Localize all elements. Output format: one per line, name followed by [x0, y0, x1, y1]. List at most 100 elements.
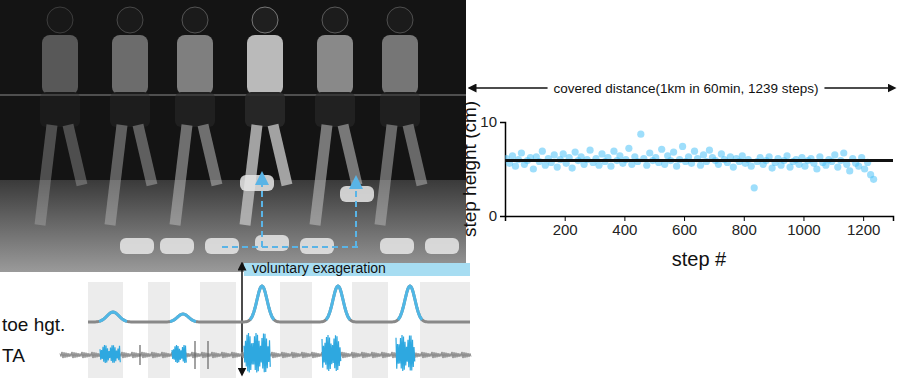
y-tick: 10	[480, 113, 505, 130]
step-point	[840, 149, 847, 156]
photo-leg	[175, 125, 187, 225]
x-tick: 800	[732, 216, 757, 238]
photo-height-arrow	[355, 182, 357, 247]
x-tick-label: 800	[732, 221, 757, 238]
x-tick: 1200	[847, 216, 880, 238]
mean-line	[505, 159, 893, 162]
x-tick-label: 200	[553, 221, 578, 238]
photo-background	[0, 0, 466, 272]
phase-band	[88, 282, 123, 378]
step-point	[610, 148, 617, 155]
photo-floor	[0, 180, 466, 272]
x-tick-label: 600	[672, 221, 697, 238]
photo-walker	[175, 7, 217, 225]
photo-head	[322, 7, 348, 33]
photo-head	[47, 7, 73, 33]
step-point	[706, 147, 713, 154]
step-point	[679, 143, 686, 150]
photo-shoe	[425, 238, 459, 254]
photo-torso	[382, 35, 418, 95]
photo-leg	[203, 125, 217, 185]
ta-burst	[172, 345, 186, 363]
chart-title: covered distance(1km in 60min, 1239 step…	[554, 81, 819, 96]
photo-shorts	[315, 92, 355, 127]
step-point	[539, 148, 546, 155]
photo-head	[252, 7, 278, 33]
phase-band	[420, 282, 470, 378]
ta-burst	[322, 335, 341, 371]
ta-burst	[100, 345, 120, 363]
toe-peak	[326, 286, 350, 320]
step-point	[509, 152, 516, 159]
photo-head	[387, 7, 413, 33]
photo-torso	[42, 35, 78, 95]
phase-band	[148, 282, 170, 378]
x-tick-label: 1200	[847, 221, 880, 238]
step-point	[783, 152, 790, 159]
photo-torso	[177, 35, 213, 95]
scatter-chart: 20040060080010001200010step #step height…	[459, 81, 894, 270]
photo-torso	[317, 35, 353, 95]
trace-label: toe hgt.	[2, 314, 65, 335]
photo-leg	[110, 125, 122, 225]
step-point	[697, 162, 704, 169]
plot-area	[505, 131, 893, 192]
step-point	[554, 164, 561, 171]
x-tick: 200	[553, 216, 578, 238]
step-point	[643, 162, 650, 169]
span-arrow	[472, 87, 548, 89]
photo-leg	[273, 125, 287, 185]
photo-leg	[408, 125, 422, 185]
y-axis: 0 10	[480, 113, 505, 224]
trace-label: TA	[2, 345, 25, 366]
photo-shoe	[120, 238, 154, 254]
y-tick-label: 0	[489, 207, 497, 224]
step-point	[595, 162, 602, 169]
photo-head	[182, 7, 208, 33]
photo-shorts	[110, 92, 150, 127]
photo-shorts	[380, 92, 420, 127]
y-tick-label: 10	[480, 113, 497, 130]
step-point	[870, 176, 877, 183]
trace-panel: voluntary exagerationtoe hgt.TA	[2, 260, 471, 378]
toe-peak	[250, 286, 274, 320]
photo-shoe	[160, 238, 194, 254]
step-point	[846, 167, 853, 174]
photo-shoe	[240, 175, 274, 191]
photo-leg	[380, 125, 392, 225]
photo-walker	[40, 7, 82, 225]
step-point	[730, 164, 737, 171]
photo-torso	[112, 35, 148, 95]
photo-walker	[380, 7, 422, 225]
x-axis-title: step #	[672, 248, 727, 270]
span-arrow	[824, 87, 892, 89]
photo	[0, 0, 466, 272]
y-tick: 0	[489, 207, 505, 224]
toe-peak	[398, 286, 422, 320]
photo-torso	[247, 35, 283, 95]
phase-band	[200, 282, 236, 378]
photo-shorts	[40, 92, 80, 127]
step-point	[512, 163, 519, 170]
step-point	[646, 149, 653, 156]
toe-peak	[99, 312, 127, 321]
step-point	[658, 146, 665, 153]
photo-leg	[40, 125, 52, 225]
x-tick: 1000	[787, 216, 820, 238]
photo-shorts	[175, 92, 215, 127]
x-tick: 400	[612, 216, 637, 238]
step-point	[751, 184, 758, 191]
y-axis-line	[500, 123, 506, 217]
step-point	[625, 145, 632, 152]
photo-leg	[68, 125, 82, 185]
step-point	[551, 151, 558, 158]
ta-artifact	[194, 341, 195, 369]
photo-height-arrow	[261, 178, 263, 247]
ta-burst	[396, 335, 415, 371]
photo-leg	[343, 125, 357, 185]
photo-walker	[245, 7, 287, 225]
x-axis: 200 400 600 800 1000 1200	[506, 216, 894, 238]
photo-head	[117, 7, 143, 33]
step-point	[572, 148, 579, 155]
y-tick-mark	[500, 216, 505, 217]
